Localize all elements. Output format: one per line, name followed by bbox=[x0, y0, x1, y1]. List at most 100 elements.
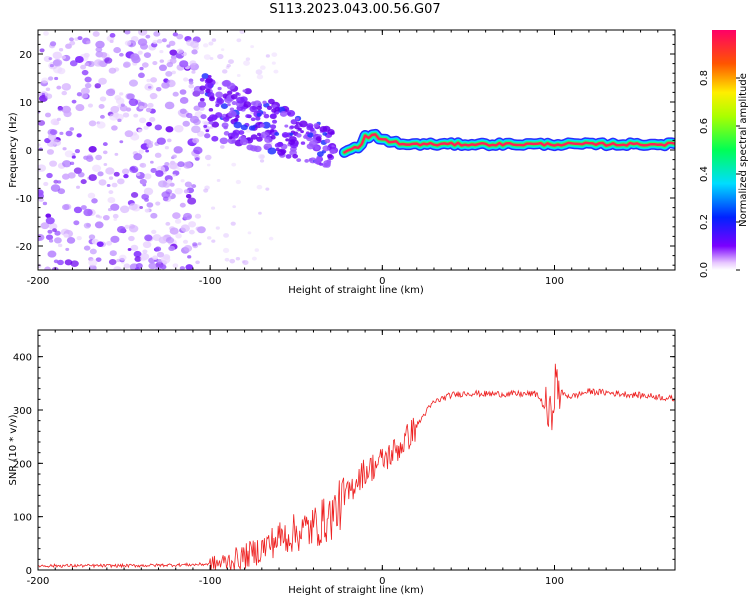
spectrogram-x-tick-label: 0 bbox=[379, 276, 385, 287]
spectrogram-noise-cell bbox=[262, 121, 271, 129]
spectrogram-noise-cell bbox=[239, 30, 246, 34]
spectrogram-noise-cell bbox=[111, 125, 118, 131]
spectrogram-noise-cell bbox=[133, 153, 143, 161]
spectrogram-noise-cell bbox=[323, 160, 331, 167]
colorbar-tick-label: 0.6 bbox=[699, 118, 710, 134]
spectrogram-noise-cell bbox=[176, 33, 184, 40]
spectrogram-noise-cell bbox=[154, 152, 162, 158]
spectrogram-noise-cell bbox=[207, 92, 215, 98]
spectrogram-noise-cell bbox=[45, 87, 51, 92]
spectrogram-noise-cell bbox=[203, 43, 209, 48]
snr-x-tick-label: -200 bbox=[27, 576, 50, 587]
spectrogram-noise-cell bbox=[242, 260, 249, 266]
spectrogram-noise-cell bbox=[217, 86, 222, 91]
spectrogram-noise-cell bbox=[137, 50, 143, 55]
spectrogram-noise-cell bbox=[217, 98, 225, 105]
spectrogram-noise-cell bbox=[193, 146, 203, 155]
spectrogram-noise-cell bbox=[169, 49, 178, 56]
snr-frame bbox=[37, 329, 676, 571]
spectrogram-noise-cell bbox=[149, 117, 156, 122]
spectrogram-noise-cell bbox=[54, 76, 59, 81]
spectrogram-noise-cell bbox=[131, 55, 141, 64]
spectrogram-noise-cell bbox=[95, 214, 100, 218]
spectrogram-noise-cell bbox=[258, 211, 262, 215]
spectrogram-noise-cell bbox=[122, 112, 130, 118]
spectrogram-noise-cell bbox=[171, 154, 177, 159]
spectrogram-noise-cell bbox=[179, 60, 189, 68]
spectrogram-noise-cell bbox=[184, 181, 193, 188]
spectrogram-noise-cell bbox=[88, 146, 97, 153]
spectrogram-noise-cell bbox=[74, 149, 81, 154]
spectrogram-noise-cell bbox=[201, 73, 209, 80]
spectrogram-noise-cell bbox=[164, 101, 175, 110]
spectrogram-noise-cell bbox=[106, 183, 111, 187]
spectrogram-noise-cell bbox=[161, 81, 170, 89]
spectrogram-noise-cell bbox=[108, 258, 117, 266]
spectrogram-noise-cell bbox=[221, 80, 230, 87]
spectrogram-noise-cell bbox=[76, 133, 82, 138]
snr-x-tick-label: 0 bbox=[379, 576, 385, 587]
spectrogram-noise-cell bbox=[81, 93, 89, 99]
spectrogram-noise-cell bbox=[250, 117, 256, 122]
spectrogram-noise-cell bbox=[274, 106, 281, 112]
spectrogram-noise-cell bbox=[88, 234, 96, 240]
spectrogram-noise-cell bbox=[247, 231, 252, 235]
spectrogram-noise-cell bbox=[145, 34, 151, 39]
spectrogram-noise-cell bbox=[139, 117, 147, 124]
spectrogram-noise-cell bbox=[199, 90, 205, 95]
spectrogram-noise-cell bbox=[44, 266, 51, 270]
spectrogram-noise-cell bbox=[156, 251, 165, 258]
spectrogram-noise-cell bbox=[57, 243, 63, 248]
spectrogram-noise-cell bbox=[62, 147, 67, 151]
page-title: S113.2023.043.00.56.G07 bbox=[269, 2, 441, 17]
spectrogram-noise-cell bbox=[128, 79, 138, 87]
spectrogram-noise-cell bbox=[150, 167, 157, 173]
spectrogram-noise-cell bbox=[113, 266, 122, 270]
spectrogram-noise-cell bbox=[156, 137, 166, 145]
spectrogram-noise-cell bbox=[113, 47, 121, 54]
spectrogram-noise-cell bbox=[281, 132, 290, 138]
spectrogram-noise-cell bbox=[88, 174, 97, 181]
spectrogram-noise-cell bbox=[191, 70, 196, 74]
spectrogram-noise-cell bbox=[166, 44, 171, 48]
spectrogram-noise-cell bbox=[141, 62, 149, 68]
spectrogram-noise-cell bbox=[221, 122, 229, 128]
spectrogram-noise-cell bbox=[322, 145, 330, 152]
spectrogram-noise-cell bbox=[43, 31, 49, 36]
spectrogram-noise-cell bbox=[45, 234, 54, 241]
spectrogram-noise-cell bbox=[56, 180, 62, 184]
spectrogram-noise-cell bbox=[89, 248, 97, 255]
spectrogram-noise-cell bbox=[124, 130, 134, 138]
spectrogram-noise-cell bbox=[139, 206, 144, 210]
spectrogram-noise-cell bbox=[134, 267, 141, 270]
spectrogram-noise-cell bbox=[264, 136, 272, 144]
spectrogram-noise-cell bbox=[130, 191, 139, 198]
spectrogram-noise-cell bbox=[268, 236, 274, 241]
spectrogram-noise-cell bbox=[143, 125, 149, 130]
spectrogram-noise-cell bbox=[314, 146, 320, 151]
spectrogram-noise-cell bbox=[99, 51, 108, 58]
spectrogram-noise-cell bbox=[256, 105, 263, 111]
spectrogram-noise-cell bbox=[120, 103, 125, 107]
spectrogram-noise-cell bbox=[279, 110, 288, 117]
spectrogram-noise-cell bbox=[179, 108, 187, 114]
spectrogram-x-tick-label: -200 bbox=[27, 276, 50, 287]
spectrogram-noise-cell bbox=[160, 256, 171, 264]
spectrogram-noise-cell bbox=[109, 39, 114, 43]
spectrogram-noise-cell bbox=[250, 134, 258, 140]
colorbar-tick-label: 0.4 bbox=[699, 166, 710, 182]
spectrogram-noise-cell bbox=[133, 113, 139, 118]
spectrogram-noise-cell bbox=[128, 203, 138, 211]
spectrogram-noise-cell bbox=[158, 64, 168, 72]
spectrogram-noise-cell bbox=[48, 239, 54, 243]
spectrogram-noise-cell bbox=[286, 109, 296, 117]
spectrogram-noise-cell bbox=[125, 107, 132, 112]
spectrogram-noise-cell bbox=[289, 132, 294, 136]
spectrogram-noise-cell bbox=[114, 95, 122, 101]
spectrogram-noise-cell bbox=[100, 114, 105, 119]
spectrogram-noise-cell bbox=[166, 61, 174, 68]
spectrogram-noise-cell bbox=[188, 83, 195, 89]
spectrogram-noise-cell bbox=[154, 124, 163, 131]
spectrogram-noise-cell bbox=[229, 258, 236, 264]
spectrogram-noise-cell bbox=[56, 85, 62, 90]
